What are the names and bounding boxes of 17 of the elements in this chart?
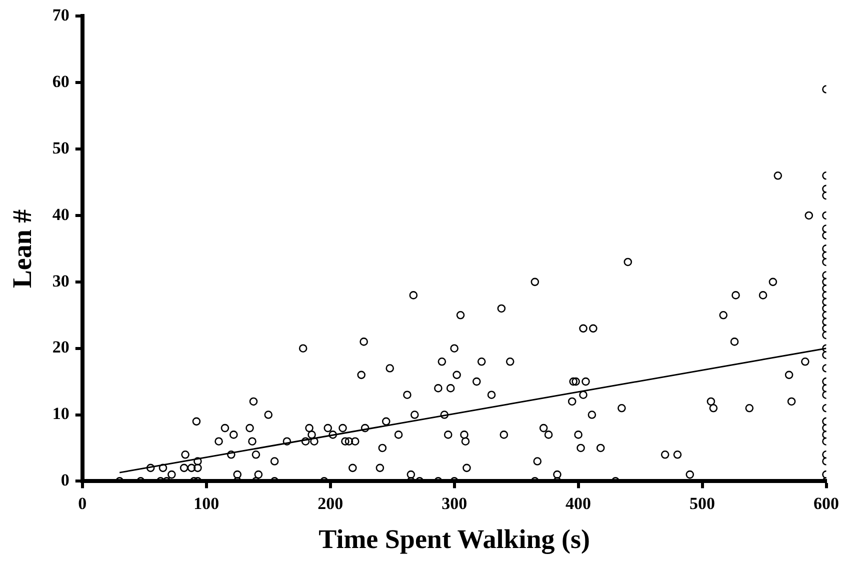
y-tick-label: 50 <box>52 138 70 158</box>
x-tick-label: 0 <box>78 494 87 513</box>
x-tick-label: 300 <box>442 494 468 513</box>
y-tick-label: 0 <box>60 470 70 490</box>
x-tick-label: 400 <box>566 494 592 513</box>
y-tick-label: 60 <box>52 72 70 92</box>
y-axis-title: Lean # <box>7 208 38 288</box>
x-tick-label: 100 <box>194 494 220 513</box>
x-tick-label: 500 <box>690 494 716 513</box>
y-tick-label: 10 <box>52 404 70 424</box>
y-tick-label: 40 <box>52 204 70 224</box>
y-tick-label: 30 <box>52 271 70 290</box>
x-axis-title: Time Spent Walking (s) <box>318 524 590 554</box>
y-tick-label: 20 <box>52 338 70 357</box>
x-tick-label: 200 <box>318 494 344 513</box>
x-tick-label: 600 <box>814 494 839 513</box>
y-tick-label: 70 <box>52 6 70 25</box>
